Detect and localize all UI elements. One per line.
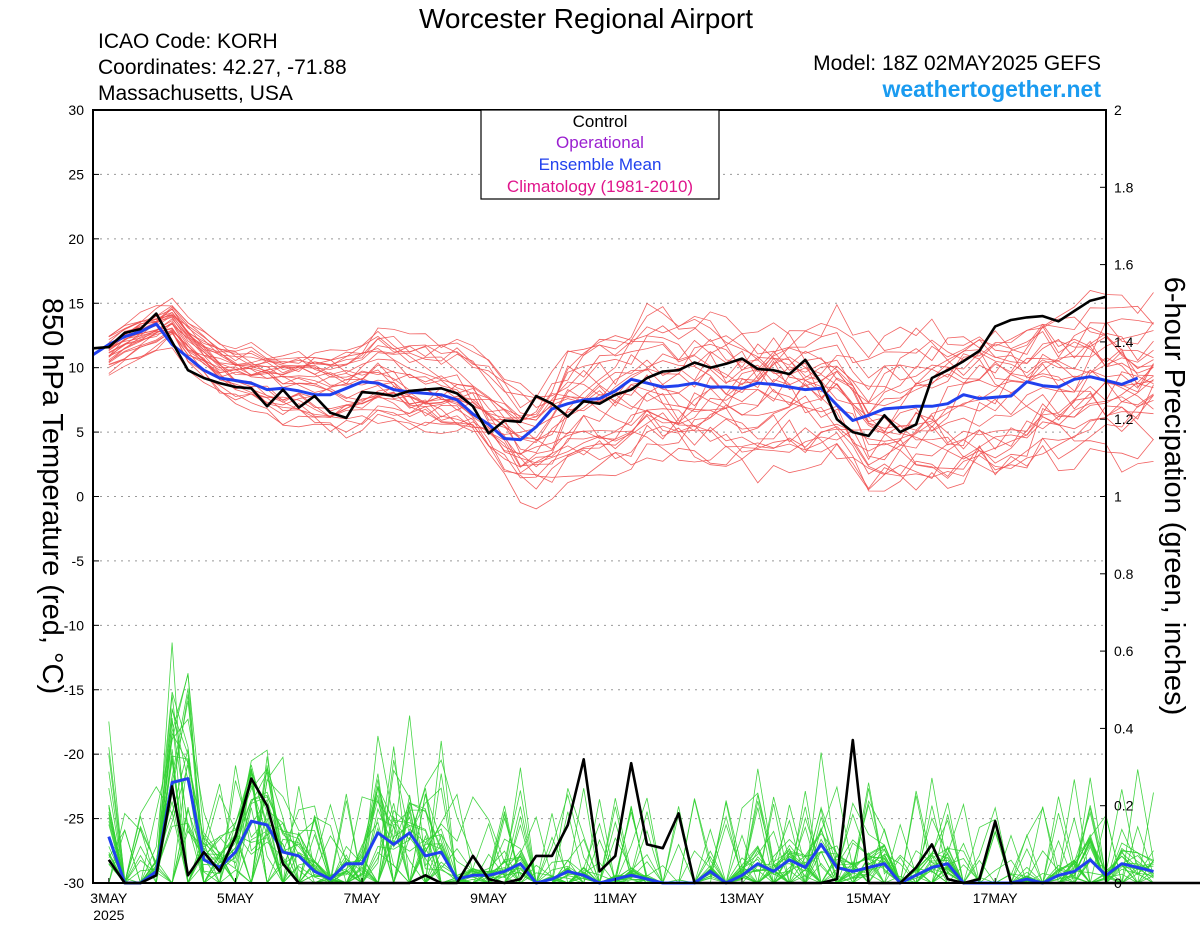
right-axis: 2 1.8 1.6 1.4 1.2 1 0.8 0.6 0.4 0.2 0 <box>1100 102 1134 891</box>
model-run: Model: 18Z 02MAY2025 GEFS <box>813 52 1101 75</box>
y-left-tick-label: -20 <box>64 746 84 762</box>
y-right-tick-label: 2 <box>1114 102 1122 118</box>
temperature-member-line <box>108 320 1154 442</box>
ensemble-members-temperature <box>108 290 1154 510</box>
y-right-tick-label: 1.8 <box>1114 179 1134 195</box>
region: Massachusetts, USA <box>98 82 293 105</box>
y-left-tick-label: 10 <box>68 360 84 376</box>
y-left-tick-label: -5 <box>72 553 85 569</box>
x-tick-label: 11MAY <box>593 890 637 906</box>
y-right-tick-label: 1.6 <box>1114 257 1134 273</box>
x-tick-label: 7MAY <box>344 890 382 906</box>
temperature-member-line <box>108 316 1154 468</box>
left-axis: 30 25 20 15 10 5 0 -5 -10 -15 -20 -25 -30 <box>64 102 99 891</box>
legend: Control Operational Ensemble Mean Climat… <box>480 109 720 200</box>
temperature-member-line <box>108 315 1154 479</box>
y-left-tick-label: -15 <box>64 682 84 698</box>
y-axis-left-label: 850 hPa Temperature (red, °C) <box>36 298 68 694</box>
y-right-tick-label: 1.2 <box>1114 411 1134 427</box>
temperature-member-line <box>108 316 1154 453</box>
temperature-member-line <box>108 330 1154 450</box>
y-right-tick-label: 0 <box>1114 875 1122 891</box>
coordinates: Coordinates: 42.27, -71.88 <box>98 56 347 79</box>
y-right-tick-label: 1 <box>1114 489 1122 505</box>
temperature-member-line <box>108 331 1154 458</box>
y-right-tick-label: 0.4 <box>1114 720 1134 736</box>
x-tick-label: 17MAY <box>973 890 1019 906</box>
temperature-member-line <box>108 290 1154 491</box>
legend-operational: Operational <box>556 133 644 152</box>
temperature-member-line <box>108 307 1154 474</box>
x-tick-label: 9MAY <box>470 890 508 906</box>
y-right-tick-label: 0.2 <box>1114 798 1134 814</box>
legend-climatology: Climatology (1981-2010) <box>507 177 693 196</box>
y-left-tick-label: -25 <box>64 811 84 827</box>
ensemble-mean-temp-line <box>92 322 1139 442</box>
temperature-member-line <box>108 306 1154 478</box>
y-left-tick-label: -10 <box>64 617 84 633</box>
temperature-member-line <box>108 311 1154 492</box>
y-left-tick-label: 30 <box>68 102 84 118</box>
y-right-tick-label: 0.6 <box>1114 643 1134 659</box>
y-left-tick-label: -30 <box>64 875 84 891</box>
x-year-label: 2025 <box>93 907 124 923</box>
temperature-member-line <box>108 297 1154 510</box>
icao-code: ICAO Code: KORH <box>98 30 278 53</box>
control-temp-line <box>92 295 1107 438</box>
temperature-member-line <box>108 303 1154 478</box>
site-link[interactable]: weathertogether.net <box>881 76 1101 102</box>
y-left-tick-label: 15 <box>68 295 84 311</box>
y-right-tick-label: 1.4 <box>1114 334 1134 350</box>
x-tick-label: 13MAY <box>720 890 766 906</box>
temperature-member-line <box>108 305 1154 463</box>
y-axis-right-label: 6-hour Precipation (green, inches) <box>1158 277 1190 715</box>
y-right-tick-label: 0.8 <box>1114 566 1134 582</box>
x-tick-label: 15MAY <box>846 890 892 906</box>
x-tick-label: 3MAY <box>90 890 128 906</box>
temperature-member-line <box>108 323 1154 446</box>
chart-title: Worcester Regional Airport <box>419 3 753 34</box>
legend-box <box>480 109 720 200</box>
y-left-tick-label: 20 <box>68 231 84 247</box>
y-left-tick-label: 0 <box>76 489 84 505</box>
y-left-tick-label: 25 <box>68 166 84 182</box>
legend-ensemble-mean: Ensemble Mean <box>539 155 662 174</box>
x-tick-label: 5MAY <box>217 890 255 906</box>
temperature-member-line <box>108 322 1154 440</box>
y-left-tick-label: 5 <box>76 424 84 440</box>
legend-control: Control <box>573 112 628 131</box>
